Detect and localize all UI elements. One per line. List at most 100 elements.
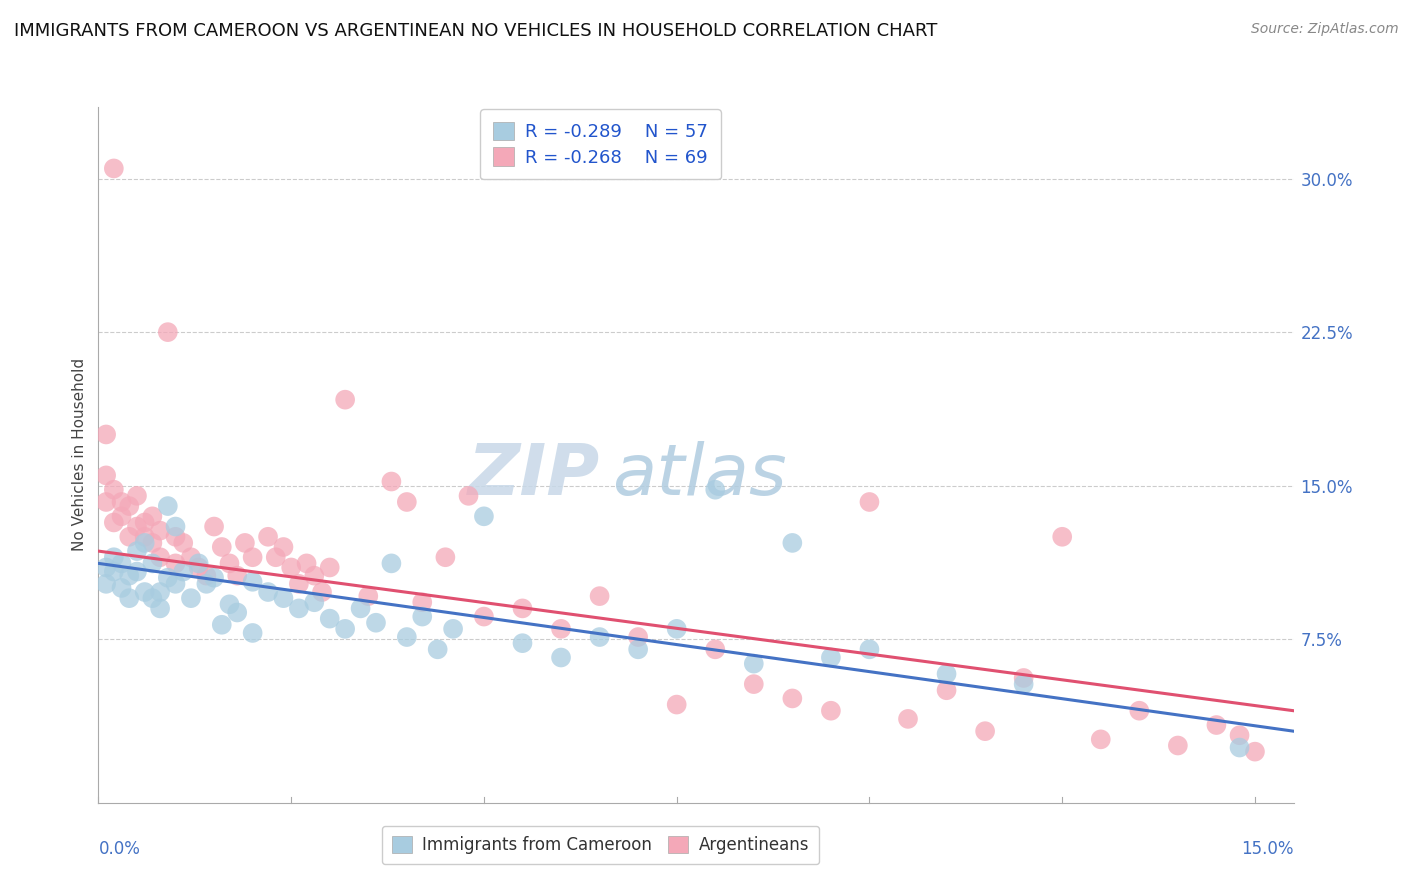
Point xyxy=(395,495,418,509)
Point xyxy=(858,495,880,509)
Point xyxy=(333,392,356,407)
Point xyxy=(319,612,342,626)
Point xyxy=(457,489,479,503)
Point xyxy=(118,530,141,544)
Point xyxy=(627,642,650,657)
Point xyxy=(411,595,433,609)
Point xyxy=(226,606,249,620)
Point xyxy=(512,636,534,650)
Point xyxy=(665,622,688,636)
Point xyxy=(897,712,920,726)
Point xyxy=(110,495,132,509)
Point xyxy=(180,591,202,606)
Point xyxy=(273,591,295,606)
Point xyxy=(141,536,163,550)
Point xyxy=(264,550,287,565)
Point xyxy=(103,565,125,579)
Point xyxy=(472,509,495,524)
Point xyxy=(935,683,957,698)
Point xyxy=(1167,739,1189,753)
Point xyxy=(156,325,179,339)
Point xyxy=(304,568,326,582)
Legend: Immigrants from Cameroon, Argentineans: Immigrants from Cameroon, Argentineans xyxy=(382,826,818,864)
Point xyxy=(472,609,495,624)
Text: ZIP: ZIP xyxy=(468,442,600,510)
Point xyxy=(288,601,311,615)
Point xyxy=(411,609,433,624)
Point xyxy=(242,574,264,589)
Point xyxy=(110,509,132,524)
Point xyxy=(134,530,156,544)
Point xyxy=(820,650,842,665)
Point xyxy=(434,550,457,565)
Point xyxy=(380,475,402,489)
Text: 15.0%: 15.0% xyxy=(1241,839,1294,857)
Point xyxy=(103,550,125,565)
Point xyxy=(103,161,125,176)
Point xyxy=(180,550,202,565)
Point xyxy=(1229,740,1251,755)
Point xyxy=(211,617,233,632)
Point xyxy=(1205,718,1227,732)
Point xyxy=(125,519,148,533)
Point xyxy=(364,615,387,630)
Point xyxy=(820,704,842,718)
Point xyxy=(257,585,280,599)
Point xyxy=(426,642,449,657)
Point xyxy=(974,724,997,739)
Point xyxy=(110,557,132,571)
Point xyxy=(118,568,141,582)
Point xyxy=(665,698,688,712)
Point xyxy=(627,630,650,644)
Point xyxy=(319,560,342,574)
Point xyxy=(125,565,148,579)
Point xyxy=(441,622,464,636)
Point xyxy=(242,626,264,640)
Point xyxy=(233,536,256,550)
Y-axis label: No Vehicles in Household: No Vehicles in Household xyxy=(72,359,87,551)
Point xyxy=(742,657,765,671)
Point xyxy=(280,560,302,574)
Point xyxy=(195,577,218,591)
Point xyxy=(134,516,156,530)
Point xyxy=(226,568,249,582)
Point xyxy=(94,427,117,442)
Point xyxy=(704,483,727,497)
Point xyxy=(156,571,179,585)
Point xyxy=(125,544,148,558)
Point xyxy=(588,630,610,644)
Point xyxy=(94,468,117,483)
Point xyxy=(94,495,117,509)
Point xyxy=(550,622,572,636)
Point xyxy=(141,557,163,571)
Point xyxy=(165,530,187,544)
Point xyxy=(202,571,225,585)
Point xyxy=(242,550,264,565)
Point xyxy=(187,560,209,574)
Point xyxy=(94,560,117,574)
Point xyxy=(141,591,163,606)
Point xyxy=(202,519,225,533)
Point xyxy=(858,642,880,657)
Point xyxy=(195,568,218,582)
Point xyxy=(103,483,125,497)
Point xyxy=(295,557,318,571)
Point xyxy=(304,595,326,609)
Point xyxy=(288,577,311,591)
Text: 0.0%: 0.0% xyxy=(98,839,141,857)
Point xyxy=(211,540,233,554)
Point xyxy=(742,677,765,691)
Text: IMMIGRANTS FROM CAMEROON VS ARGENTINEAN NO VEHICLES IN HOUSEHOLD CORRELATION CHA: IMMIGRANTS FROM CAMEROON VS ARGENTINEAN … xyxy=(14,22,938,40)
Point xyxy=(1090,732,1112,747)
Point xyxy=(187,557,209,571)
Text: Source: ZipAtlas.com: Source: ZipAtlas.com xyxy=(1251,22,1399,37)
Point xyxy=(782,691,804,706)
Point xyxy=(94,577,117,591)
Point xyxy=(380,557,402,571)
Point xyxy=(588,589,610,603)
Point xyxy=(134,585,156,599)
Point xyxy=(512,601,534,615)
Point xyxy=(156,499,179,513)
Point xyxy=(1012,671,1035,685)
Point xyxy=(218,597,240,611)
